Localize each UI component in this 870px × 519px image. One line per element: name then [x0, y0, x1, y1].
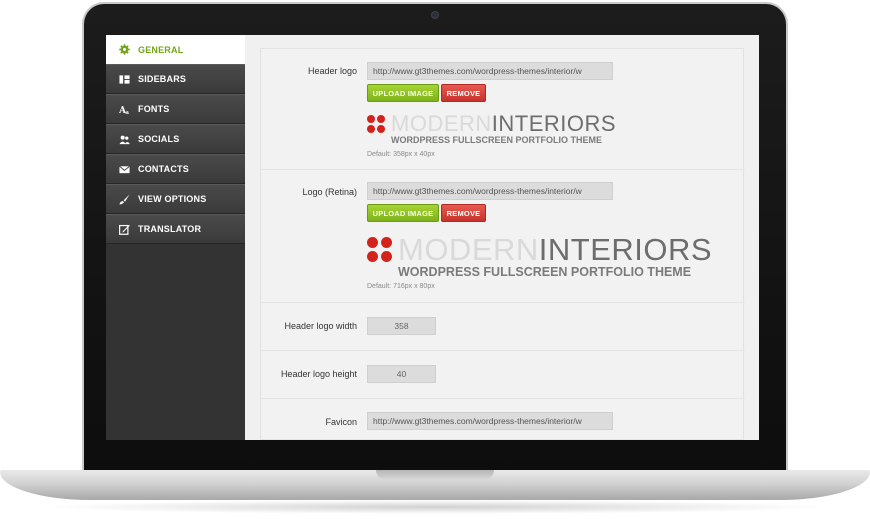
header-logo-row: Header logo http://www.gt3themes.com/wor… [261, 49, 745, 170]
upload-image-button[interactable]: UPLOAD IMAGE [367, 204, 439, 222]
sidebar-item-label: GENERAL [138, 44, 184, 55]
logo-word-modern: MODERN [391, 111, 492, 136]
laptop-shadow [40, 500, 830, 514]
logo-dots-icon [367, 237, 392, 262]
header-logo-url-input[interactable]: http://www.gt3themes.com/wordpress-theme… [367, 62, 613, 80]
settings-panel: Header logo http://www.gt3themes.com/wor… [260, 48, 745, 440]
gear-icon [118, 44, 130, 56]
logo-word-interiors: INTERIORS [538, 232, 713, 267]
edit-icon [118, 223, 130, 235]
header-logo-width-input[interactable]: 358 [367, 317, 436, 335]
header-logo-width-row: Header logo width 358 [261, 303, 745, 351]
logo-tagline: WORDPRESS FULLSCREEN PORTFOLIO THEME [391, 135, 603, 145]
sidebar-item-socials[interactable]: SOCIALS [106, 124, 245, 154]
sidebar-item-label: FONTS [138, 104, 170, 114]
sidebar-item-label: SIDEBARS [138, 74, 187, 84]
remove-button[interactable]: REMOVE [441, 84, 486, 102]
brush-icon [118, 193, 130, 205]
favicon-url-input[interactable]: http://www.gt3themes.com/wordpress-theme… [367, 412, 613, 430]
logo-retina-url-input[interactable]: http://www.gt3themes.com/wordpress-theme… [367, 182, 613, 200]
field-label: Header logo [307, 66, 357, 76]
favicon-row: Favicon http://www.gt3themes.com/wordpre… [261, 399, 745, 440]
field-label: Logo (Retina) [302, 187, 357, 197]
field-label: Header logo height [280, 369, 357, 379]
logo-word-interiors: INTERIORS [491, 111, 617, 136]
remove-button[interactable]: REMOVE [441, 204, 486, 222]
sidebar-item-contacts[interactable]: CONTACTS [106, 154, 245, 184]
envelope-icon [118, 163, 130, 175]
retina-logo-preview: MODERNINTERIORS WORDPRESS FULLSCREEN POR… [367, 234, 712, 279]
logo-dots-icon [367, 115, 385, 133]
main-panel: Header logo http://www.gt3themes.com/wor… [245, 35, 759, 440]
sidebar-item-view-options[interactable]: VIEW OPTIONS [106, 184, 245, 214]
sidebar-item-label: VIEW OPTIONS [138, 194, 207, 204]
field-label: Favicon [325, 417, 357, 427]
sidebar-item-label: CONTACTS [138, 164, 189, 174]
size-hint: Default: 358px x 40px [367, 151, 435, 158]
sidebar-item-label: TRANSLATOR [138, 224, 202, 234]
svg-text:A: A [119, 105, 127, 115]
svg-text:a: a [125, 110, 129, 115]
header-logo-height-row: Header logo height 40 [261, 351, 745, 399]
camera-icon [431, 11, 439, 19]
logo-word-modern: MODERN [398, 232, 539, 267]
users-icon [118, 133, 130, 145]
sidebar-item-general[interactable]: GENERAL [106, 35, 245, 64]
header-logo-height-input[interactable]: 40 [367, 365, 436, 383]
logo-retina-row: Logo (Retina) http://www.gt3themes.com/w… [261, 170, 745, 303]
sidebar-item-sidebars[interactable]: SIDEBARS [106, 64, 245, 94]
sidebar-item-translator[interactable]: TRANSLATOR [106, 214, 245, 244]
upload-image-button[interactable]: UPLOAD IMAGE [367, 84, 439, 102]
size-hint: Default: 716px x 80px [367, 283, 435, 290]
logo-tagline: WORDPRESS FULLSCREEN PORTFOLIO THEME [398, 265, 692, 279]
header-logo-preview: MODERNINTERIORS WORDPRESS FULLSCREEN POR… [367, 113, 616, 145]
sidebars-icon [118, 73, 130, 85]
sidebar-item-label: SOCIALS [138, 134, 180, 144]
laptop-notch [376, 470, 494, 480]
field-label: Header logo width [284, 321, 357, 331]
